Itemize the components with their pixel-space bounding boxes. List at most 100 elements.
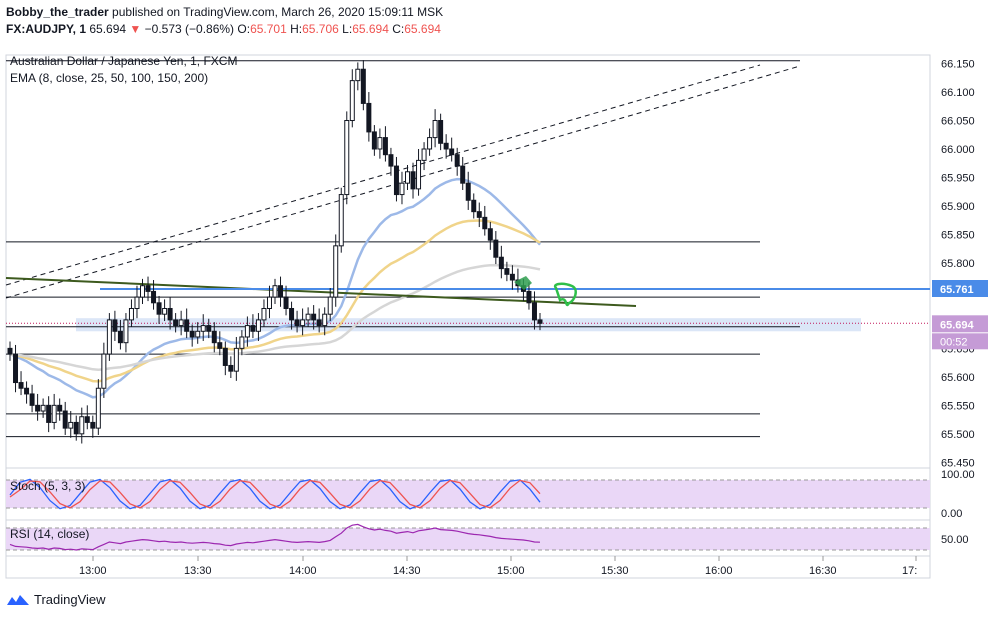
candle-body — [438, 120, 444, 144]
price-axis-label: 65.600 — [941, 372, 975, 384]
price-axis-label: 66.100 — [941, 87, 975, 99]
price-axis-label: 65.850 — [941, 229, 975, 241]
candle-body — [46, 404, 52, 423]
high-value: 65.706 — [302, 22, 339, 36]
candle-body — [217, 342, 223, 349]
candle-body — [29, 393, 35, 406]
candle-body — [73, 421, 79, 435]
candle-body — [377, 137, 383, 150]
time-axis-label: 16:30 — [809, 565, 837, 577]
candle-body — [482, 216, 488, 230]
candle-body — [222, 347, 228, 366]
price-axis-label: 66.050 — [941, 116, 975, 128]
publish-line: Bobby_the_trader published on TradingVie… — [6, 5, 443, 19]
candle-body — [24, 387, 30, 395]
candle-body — [128, 307, 134, 321]
author-name: Bobby_the_trader — [6, 5, 109, 19]
price-change: −0.573 (−0.86%) — [144, 22, 235, 36]
candle-body — [454, 154, 460, 167]
candle-body — [371, 131, 377, 150]
stoch-axis-label: 100.00 — [941, 469, 975, 481]
candle-body — [355, 68, 361, 82]
rsi-line — [9, 523, 541, 551]
time-axis-label: 17: — [902, 565, 917, 577]
candle-body — [449, 148, 455, 156]
chart-frame — [5, 54, 931, 579]
time-axis-label: 14:30 — [393, 565, 421, 577]
candle-body — [123, 319, 129, 344]
brand-name: TradingView — [34, 592, 106, 607]
candle-body — [487, 228, 493, 241]
down-arrow-icon: ▼ — [129, 22, 142, 36]
candle-body — [184, 319, 190, 332]
channel-line-lower — [5, 65, 801, 299]
footer: TradingView — [6, 592, 106, 607]
candle-body — [476, 211, 482, 218]
candle-body — [57, 404, 63, 412]
candle-body — [322, 313, 328, 327]
candle-body — [316, 319, 322, 327]
time-axis-label: 16:00 — [705, 565, 733, 577]
candle-body — [311, 313, 317, 321]
trend-line — [5, 277, 637, 307]
price-axis-label: 65.800 — [941, 258, 975, 270]
candle-body — [117, 330, 123, 344]
candle-body — [200, 325, 206, 332]
candle-body — [112, 319, 118, 332]
channel-line-upper — [5, 64, 761, 286]
symbol-label: FX:AUDJPY, 1 — [6, 22, 87, 36]
candle-body — [333, 245, 339, 298]
candle-body — [211, 330, 217, 344]
time-axis-label: 13:30 — [184, 565, 212, 577]
candle-body — [255, 319, 261, 332]
candle-body — [145, 285, 151, 292]
stoch-legend: Stoch (5, 3, 3) — [10, 479, 86, 493]
candle-body — [35, 404, 41, 412]
candle-body — [13, 353, 19, 384]
candle-body — [173, 319, 179, 327]
candle-body — [51, 404, 57, 423]
current-price-value: 65.694 — [940, 319, 975, 331]
candle-body — [101, 353, 107, 389]
candle-body — [95, 387, 101, 429]
rsi-band — [6, 528, 930, 550]
arrow-mark — [514, 276, 532, 290]
candle-body — [244, 325, 250, 338]
candle-body — [416, 159, 422, 190]
candle-body — [498, 256, 504, 270]
candle-body — [410, 171, 416, 190]
candle-body — [471, 199, 477, 213]
close-value: 65.694 — [404, 22, 441, 36]
candle-body — [134, 296, 140, 309]
ema-slow-line — [9, 263, 541, 371]
candle-body — [7, 347, 13, 355]
candle-body — [349, 80, 355, 122]
tradingview-logo-icon — [7, 594, 29, 605]
time-axis-label: 15:00 — [497, 565, 525, 577]
current-price-badge — [932, 315, 988, 333]
low-label: L: — [342, 22, 353, 36]
close-label: C: — [392, 22, 405, 36]
candle-body — [228, 364, 234, 372]
price-axis-label: 66.000 — [941, 144, 975, 156]
candle-body — [531, 302, 537, 321]
series-legend: Australian Dollar / Japanese Yen, 1, FXC… — [10, 54, 238, 68]
candle-body — [233, 347, 239, 372]
candle-body — [250, 325, 256, 332]
price-axis-label: 65.950 — [941, 172, 975, 184]
marked-level-badge — [932, 280, 988, 297]
candle-body — [140, 285, 145, 298]
candle-body — [266, 296, 272, 309]
candle-body — [366, 102, 372, 133]
candle-body — [40, 404, 46, 412]
price-axis-label: 65.900 — [941, 201, 975, 213]
marked-level-value: 65.761 — [940, 284, 974, 296]
ohlc-line: FX:AUDJPY, 1 65.694 ▼ −0.573 (−0.86%) O:… — [6, 22, 441, 36]
high-label: H: — [290, 22, 303, 36]
candle-body — [432, 120, 438, 139]
candle-body — [465, 182, 471, 201]
candle-body — [344, 120, 350, 196]
publish-info: published on TradingView.com, March 26, … — [112, 5, 444, 19]
candle-body — [294, 319, 300, 327]
